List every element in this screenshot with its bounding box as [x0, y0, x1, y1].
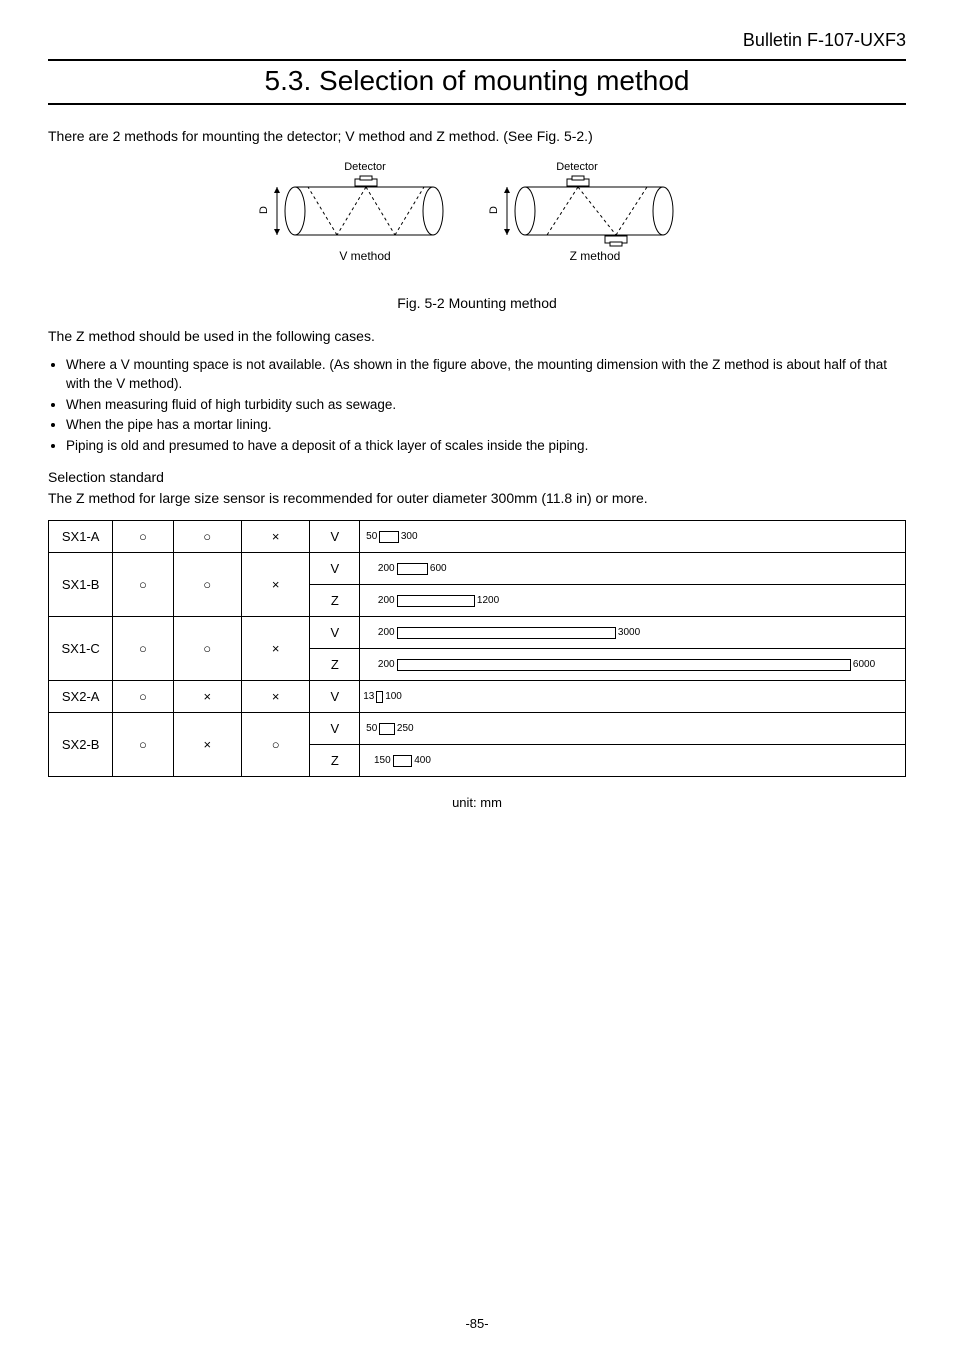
mark-cell: ○ — [113, 521, 173, 553]
z-intro: The Z method should be used in the follo… — [48, 327, 906, 346]
method-cell: V — [310, 521, 360, 553]
z-method-pipe: D Detector Z method — [488, 161, 673, 263]
selection-table: SX1-A○○×V50300SX1-B○○×V200600Z2001200SX1… — [48, 520, 906, 777]
bulletin-id: Bulletin F-107-UXF3 — [48, 30, 906, 51]
z-method-label: Z method — [570, 249, 621, 263]
mark-cell: × — [241, 681, 309, 713]
range-cell: 50 250 — [360, 713, 906, 745]
mark-cell: × — [173, 713, 241, 777]
range-max-label: 100 — [383, 691, 404, 702]
v-method-label: V method — [339, 249, 390, 263]
model-cell: SX2-A — [49, 681, 113, 713]
range-cell: 200 600 — [360, 553, 906, 585]
table-row: SX2-B○×○V50250 — [49, 713, 906, 745]
mark-cell: × — [241, 521, 309, 553]
selection-text: The Z method for large size sensor is re… — [48, 489, 906, 508]
method-cell: Z — [310, 745, 360, 777]
method-cell: V — [310, 553, 360, 585]
section-title: 5.3. Selection of mounting method — [48, 59, 906, 105]
range-cell: 200 1200 — [360, 585, 906, 617]
method-cell: Z — [310, 649, 360, 681]
range-cell: 50 300 — [360, 521, 906, 553]
range-min-label: 150 — [372, 755, 393, 766]
page-number: -85- — [0, 1316, 954, 1331]
table-row: SX1-A○○×V50300 — [49, 521, 906, 553]
method-cell: V — [310, 681, 360, 713]
range-max-label: 400 — [412, 755, 433, 766]
mark-cell: × — [241, 617, 309, 681]
table-row: SX1-B○○×V200600 — [49, 553, 906, 585]
table-row: SX1-C○○×V2003000 — [49, 617, 906, 649]
table-row: SX2-A○××V13100 — [49, 681, 906, 713]
mark-cell: ○ — [113, 553, 173, 617]
mark-cell: × — [241, 553, 309, 617]
intro-text: There are 2 methods for mounting the det… — [48, 127, 906, 146]
selection-heading: Selection standard — [48, 468, 906, 487]
mark-cell: ○ — [113, 617, 173, 681]
range-min-label: 200 — [376, 659, 397, 670]
mark-cell: ○ — [173, 553, 241, 617]
range-bar — [397, 659, 851, 671]
range-cell: 200 6000 — [360, 649, 906, 681]
range-min-label: 200 — [376, 595, 397, 606]
range-bar — [379, 531, 399, 543]
z-bullet: When measuring fluid of high turbidity s… — [66, 396, 906, 415]
range-max-label: 600 — [428, 563, 449, 574]
method-cell: V — [310, 713, 360, 745]
range-bar — [393, 755, 413, 767]
mark-cell: ○ — [173, 521, 241, 553]
detector-label-v: Detector — [344, 161, 386, 173]
z-bullet: When the pipe has a mortar lining. — [66, 416, 906, 435]
range-bar — [376, 691, 383, 703]
mark-cell: ○ — [241, 713, 309, 777]
mark-cell: × — [173, 681, 241, 713]
model-cell: SX1-C — [49, 617, 113, 681]
range-bar — [397, 627, 616, 639]
range-min-label: 50 — [364, 723, 379, 734]
mark-cell: ○ — [113, 681, 173, 713]
range-min-label: 200 — [376, 627, 397, 638]
range-max-label: 3000 — [616, 627, 642, 638]
d-label-z: D — [488, 206, 500, 214]
mounting-diagram: D Detector V method — [48, 156, 906, 311]
method-cell: V — [310, 617, 360, 649]
range-max-label: 250 — [395, 723, 416, 734]
detector-label-z: Detector — [556, 161, 598, 173]
method-cell: Z — [310, 585, 360, 617]
figure-caption: Fig. 5-2 Mounting method — [48, 295, 906, 311]
range-bar — [397, 595, 475, 607]
range-min-label: 13 — [361, 691, 376, 702]
range-cell: 200 3000 — [360, 617, 906, 649]
range-max-label: 300 — [399, 531, 420, 542]
z-bullet: Where a V mounting space is not availabl… — [66, 356, 906, 394]
range-bar — [379, 723, 395, 735]
range-min-label: 50 — [364, 531, 379, 542]
v-method-pipe: D Detector V method — [258, 161, 443, 263]
range-min-label: 200 — [376, 563, 397, 574]
z-bullets: Where a V mounting space is not availabl… — [48, 356, 906, 456]
model-cell: SX1-A — [49, 521, 113, 553]
mark-cell: ○ — [173, 617, 241, 681]
page: Bulletin F-107-UXF3 5.3. Selection of mo… — [0, 0, 954, 1351]
d-label-v: D — [258, 206, 270, 214]
model-cell: SX2-B — [49, 713, 113, 777]
range-max-label: 1200 — [475, 595, 501, 606]
z-bullet: Piping is old and presumed to have a dep… — [66, 437, 906, 456]
mark-cell: ○ — [113, 713, 173, 777]
range-max-label: 6000 — [851, 659, 877, 670]
unit-note: unit: mm — [48, 795, 906, 810]
range-cell: 150 400 — [360, 745, 906, 777]
range-bar — [397, 563, 428, 575]
model-cell: SX1-B — [49, 553, 113, 617]
range-cell: 13 100 — [360, 681, 906, 713]
